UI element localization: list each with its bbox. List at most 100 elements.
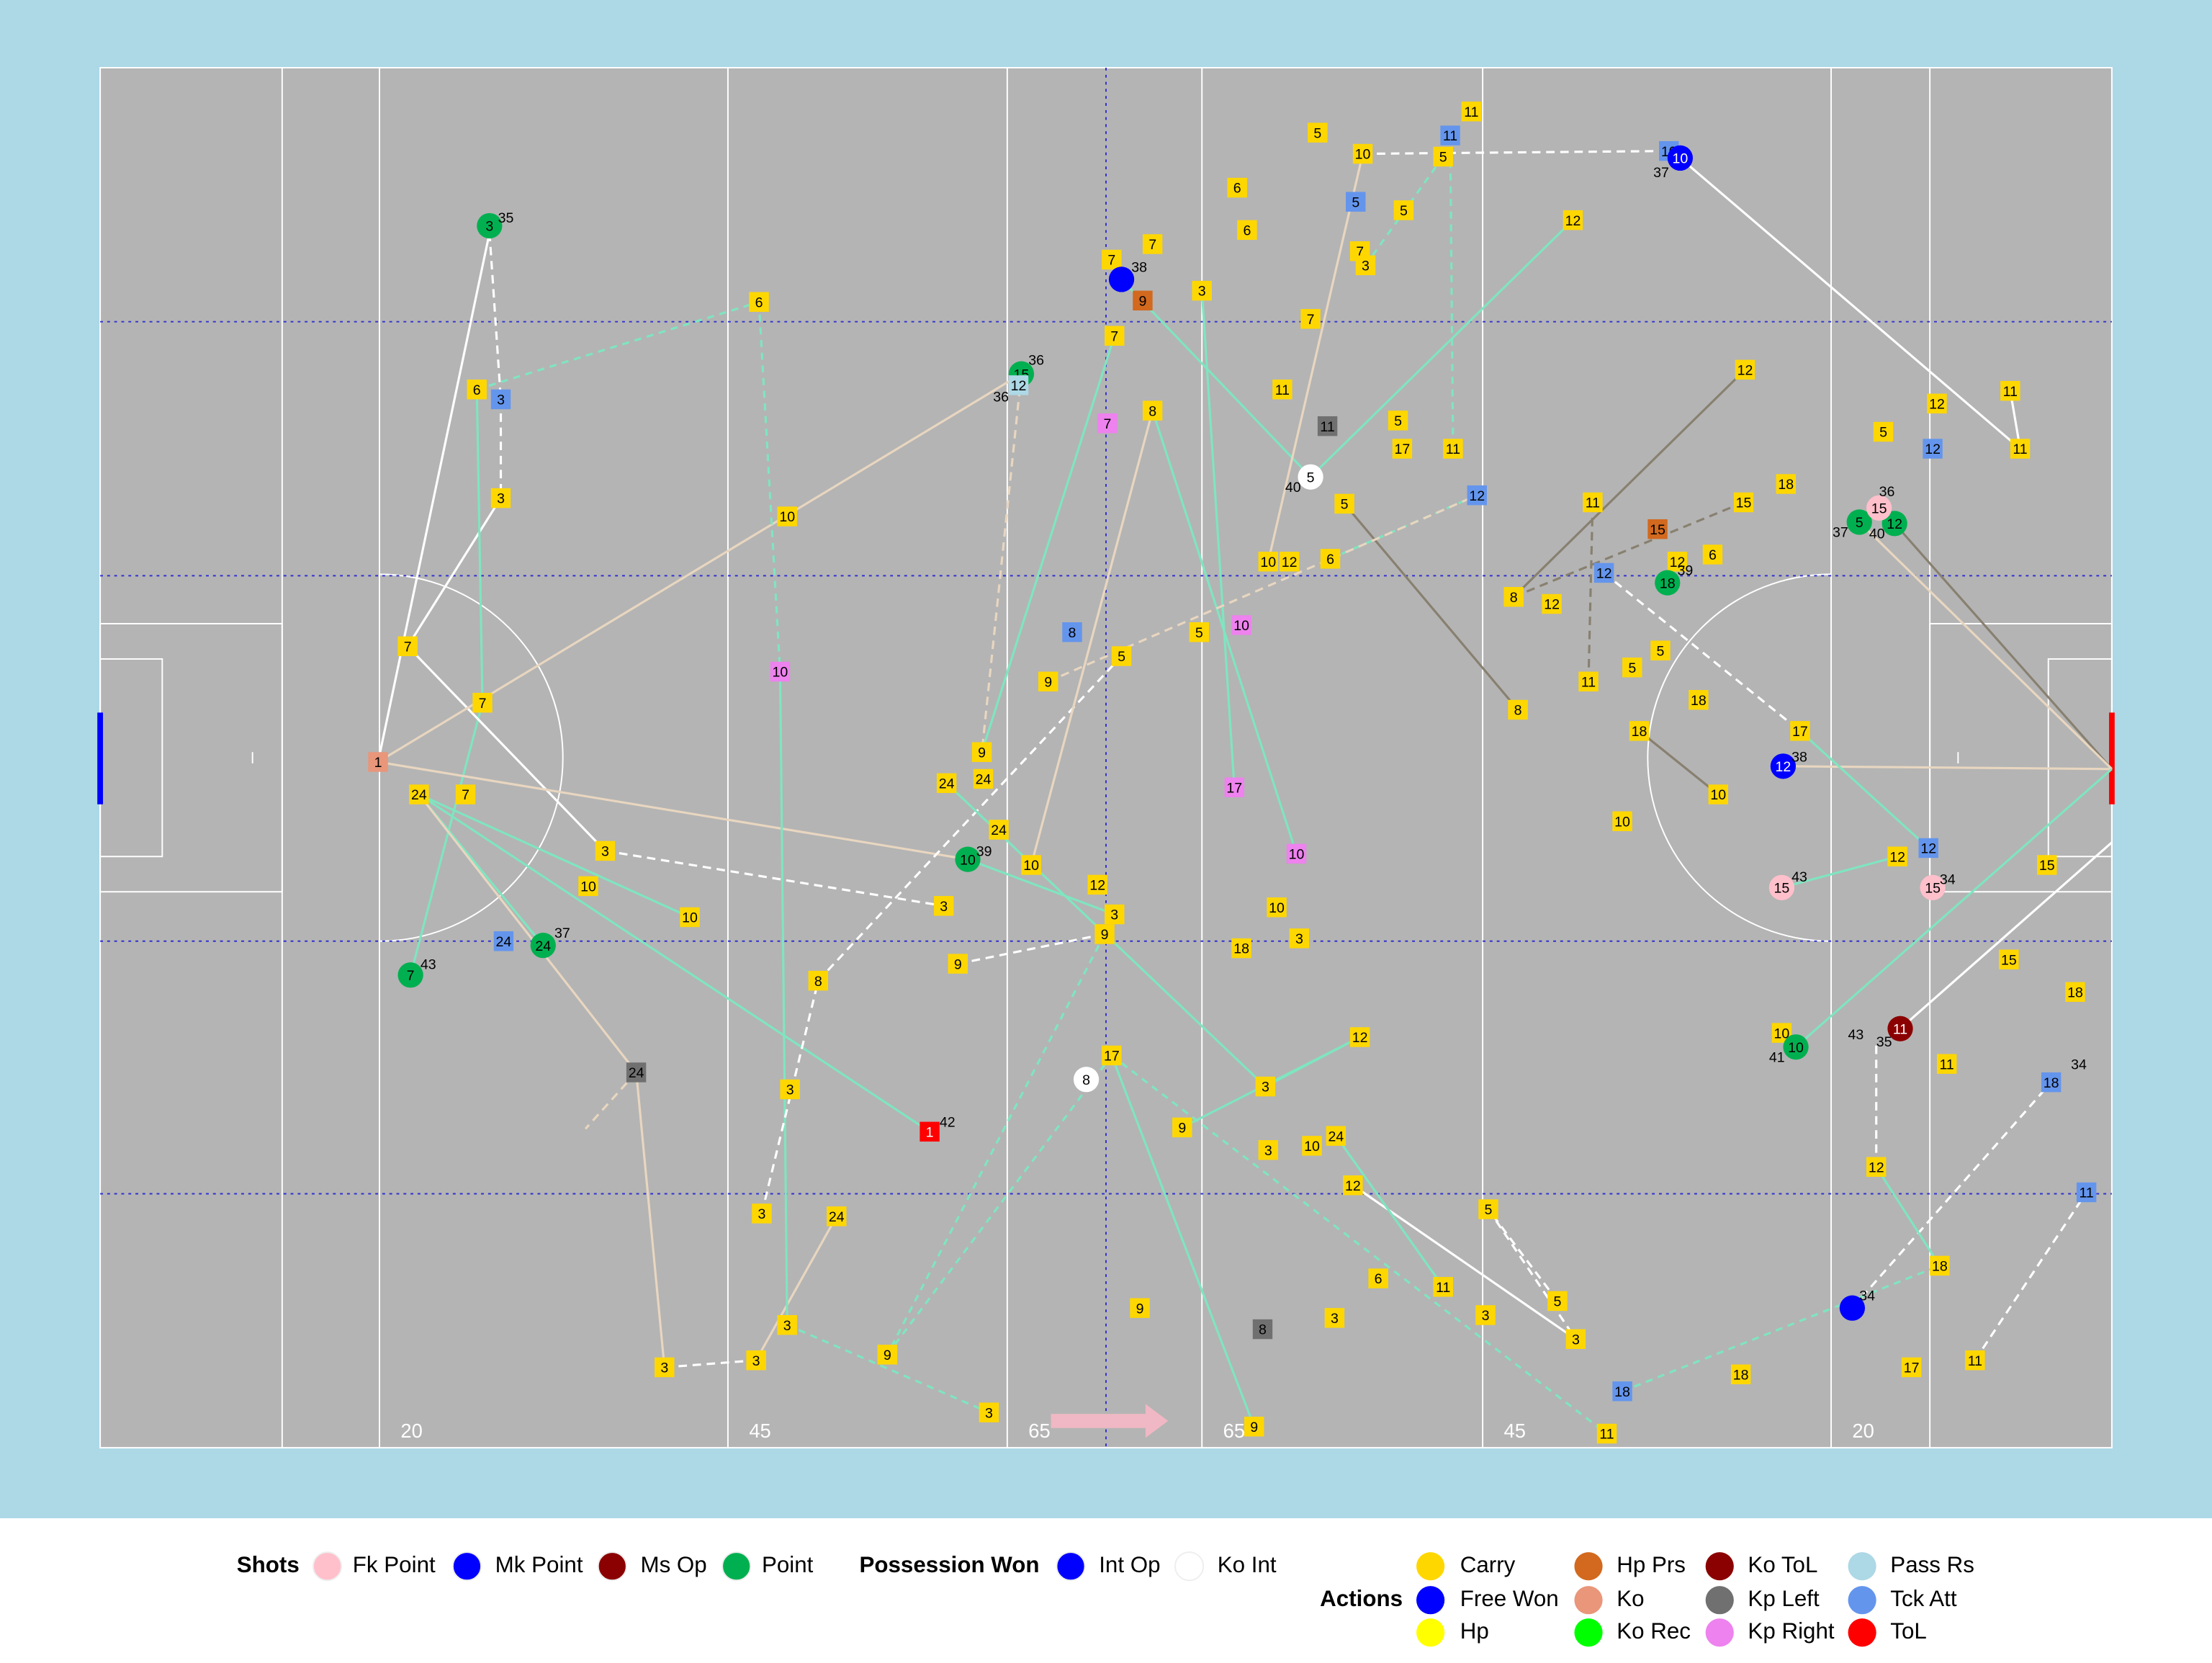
event-label: 15 bbox=[1871, 501, 1887, 516]
note-label: 34 bbox=[1940, 872, 1956, 888]
event-label: 5 bbox=[1400, 203, 1408, 219]
event-marker bbox=[1105, 904, 1125, 925]
event-label: 5 bbox=[1341, 497, 1349, 513]
event-label: 3 bbox=[1264, 1143, 1272, 1159]
event-marker bbox=[1846, 509, 1872, 535]
event-marker bbox=[1873, 421, 1894, 442]
legend-swatch bbox=[721, 1551, 752, 1582]
event-marker bbox=[595, 841, 616, 861]
event-label: 15 bbox=[1650, 522, 1665, 538]
event-label: 11 bbox=[2003, 384, 2018, 400]
legend-swatch bbox=[1705, 1552, 1734, 1581]
event-label: 7 bbox=[404, 639, 412, 655]
event-label: 10 bbox=[1614, 814, 1630, 830]
legend-label: Ko bbox=[1617, 1586, 1644, 1611]
movement-line bbox=[1858, 521, 2113, 770]
event-marker bbox=[1231, 615, 1251, 635]
event-label: 11 bbox=[1436, 1280, 1450, 1296]
event-marker bbox=[1231, 938, 1251, 959]
event-label: 3 bbox=[783, 1318, 791, 1334]
event-marker bbox=[1355, 255, 1376, 276]
event-label: 24 bbox=[535, 938, 551, 954]
event-label: 10 bbox=[1710, 787, 1726, 803]
event-label: 11 bbox=[2079, 1185, 2093, 1201]
event-label: 18 bbox=[1614, 1384, 1630, 1400]
event-marker bbox=[1708, 784, 1728, 804]
event-marker bbox=[1689, 690, 1709, 710]
legend: Shots Fk Point Mk Point Ms Op Point Possessio… bbox=[237, 1551, 1974, 1647]
event-label: 3 bbox=[786, 1082, 794, 1098]
event-label: 5 bbox=[1118, 649, 1125, 665]
event-marker bbox=[1334, 493, 1354, 514]
event-marker bbox=[1343, 1175, 1363, 1196]
event-marker bbox=[827, 1206, 847, 1227]
event-marker bbox=[1302, 1136, 1322, 1156]
event-marker bbox=[770, 661, 791, 682]
event-marker bbox=[477, 212, 503, 239]
event-marker bbox=[1258, 552, 1279, 572]
legend-swatch bbox=[1848, 1618, 1876, 1647]
movement-line bbox=[1362, 150, 1669, 156]
event-marker bbox=[1923, 439, 1943, 459]
movement-line bbox=[786, 1324, 990, 1414]
event-label: 18 bbox=[1733, 1367, 1749, 1383]
movement-line bbox=[1622, 1264, 1941, 1393]
movement-line bbox=[407, 645, 606, 852]
movement-line bbox=[1309, 219, 1574, 478]
legend-label: Hp Prs bbox=[1617, 1552, 1686, 1577]
note-label: 43 bbox=[1848, 1027, 1864, 1043]
event-label: 9 bbox=[884, 1348, 891, 1363]
movement-line bbox=[418, 794, 637, 1073]
movement-line bbox=[967, 858, 1115, 916]
event-label: 7 bbox=[1110, 328, 1118, 344]
movement-line bbox=[1974, 1191, 2087, 1361]
event-label: 3 bbox=[1572, 1332, 1580, 1348]
legend-swatch bbox=[1174, 1551, 1205, 1582]
event-label: 11 bbox=[1320, 419, 1334, 435]
event-marker bbox=[1866, 1157, 1887, 1177]
event-label: 15 bbox=[2001, 952, 2017, 968]
note-label: 39 bbox=[1677, 563, 1693, 579]
event-label: 18 bbox=[2044, 1075, 2059, 1091]
event-label: 11 bbox=[2013, 441, 2027, 457]
legend-label: Int Op bbox=[1099, 1552, 1160, 1577]
event-marker bbox=[1346, 192, 1366, 212]
legend-label: Kp Right bbox=[1748, 1618, 1834, 1644]
zone-lines bbox=[100, 68, 2112, 1448]
movement-line bbox=[1851, 1081, 2052, 1309]
legend-swatch bbox=[1705, 1586, 1734, 1615]
note-label: 41 bbox=[1769, 1050, 1785, 1066]
event-marker bbox=[472, 692, 493, 713]
event-marker bbox=[746, 1350, 766, 1371]
event-marker bbox=[1887, 846, 1907, 866]
event-marker bbox=[933, 896, 954, 916]
yard-label: 65 bbox=[1028, 1420, 1050, 1442]
event-marker bbox=[1930, 1255, 1950, 1276]
movement-line bbox=[409, 702, 484, 976]
event-marker bbox=[1629, 721, 1650, 741]
event-label: 8 bbox=[1148, 403, 1156, 419]
event-marker bbox=[1073, 1067, 1100, 1093]
movement-line bbox=[778, 671, 788, 1325]
event-marker bbox=[1320, 549, 1341, 569]
event-label: 7 bbox=[1356, 244, 1364, 260]
event-label: 10 bbox=[1304, 1139, 1320, 1155]
yard-label: 20 bbox=[400, 1420, 422, 1442]
legend-label: Ms Op bbox=[640, 1552, 706, 1577]
legend-label: ToL bbox=[1890, 1618, 1927, 1644]
movement-line bbox=[886, 1054, 1113, 1355]
event-marker bbox=[780, 1079, 800, 1100]
event-label: 1 bbox=[926, 1124, 934, 1140]
event-label: 12 bbox=[1670, 555, 1686, 570]
event-label: 5 bbox=[1195, 625, 1203, 641]
event-label: 18 bbox=[1660, 575, 1676, 591]
note-label: 40 bbox=[1285, 480, 1301, 496]
event-marker bbox=[1244, 1417, 1264, 1437]
event-label: 3 bbox=[601, 844, 609, 860]
event-label: 9 bbox=[1044, 674, 1052, 690]
event-label: 12 bbox=[1869, 1160, 1884, 1175]
legend-swatch bbox=[1848, 1552, 1876, 1581]
event-marker bbox=[1565, 1329, 1586, 1349]
event-label: 11 bbox=[1464, 104, 1478, 120]
legend-background bbox=[0, 1518, 2212, 1659]
